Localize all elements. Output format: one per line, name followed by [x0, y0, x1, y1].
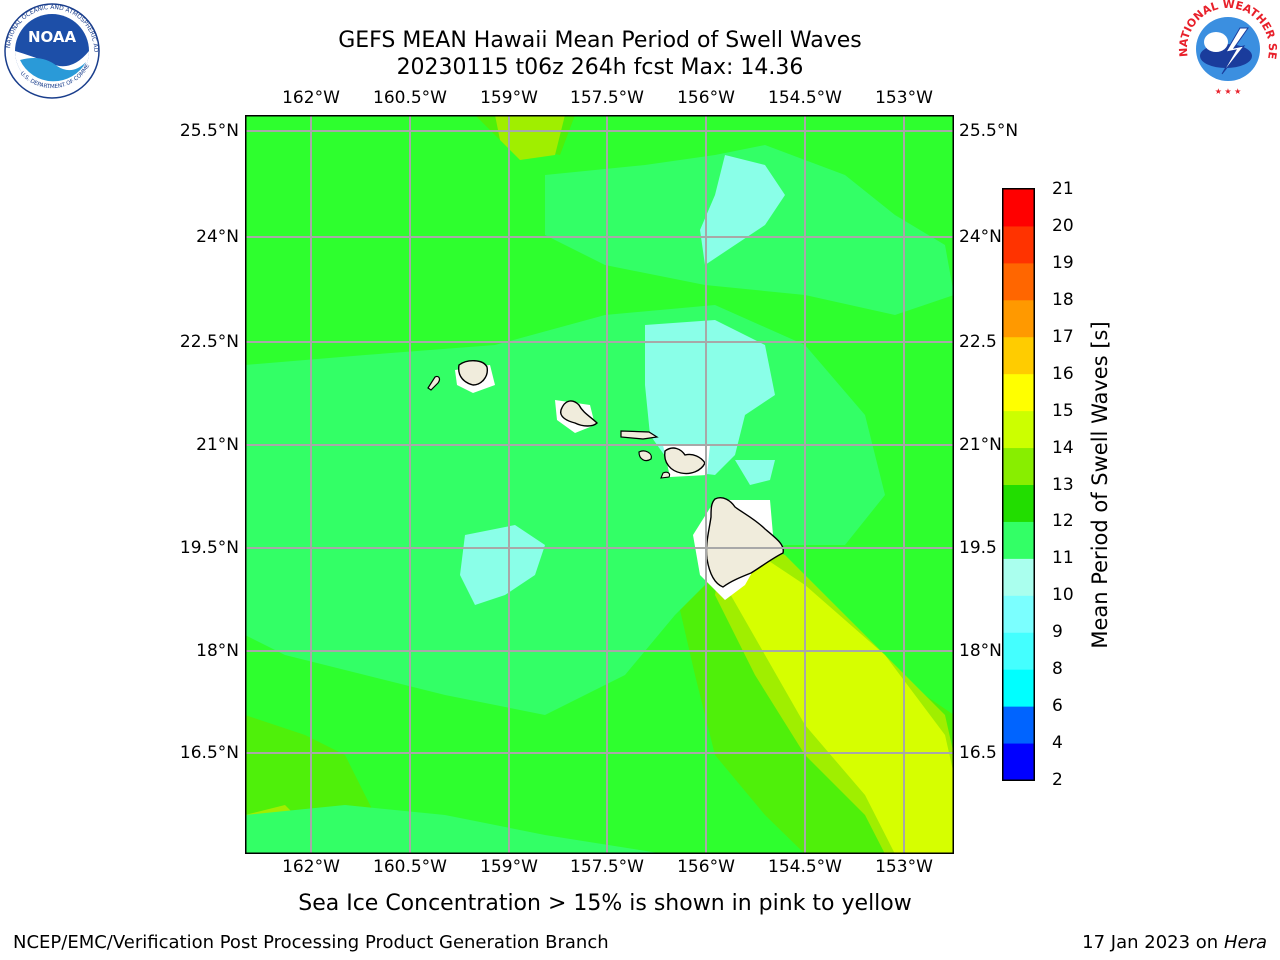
colorbar-segment: [1003, 225, 1034, 264]
lon-tick-label: 154.5°W: [768, 857, 842, 877]
colorbar-level-label: 16: [1052, 363, 1074, 384]
island-hawaii: [705, 497, 784, 588]
colorbar-segment: [1003, 521, 1034, 559]
period-13-14-region: [495, 115, 565, 160]
period-9-10-region: [645, 320, 775, 475]
colorbar-level-label: 17: [1052, 326, 1074, 347]
lon-tick-label: 154.5°W: [768, 88, 842, 108]
colorbar-segment: [1003, 484, 1034, 522]
lon-tick-label: 160.5°W: [373, 88, 447, 108]
island-lanai: [638, 450, 652, 462]
island-kahoolawe: [660, 471, 671, 479]
colorbar-segment: [1003, 373, 1034, 412]
colorbar-level-label: 14: [1052, 437, 1074, 458]
lon-tick-label: 153°W: [875, 857, 933, 877]
colorbar-segment: [1003, 743, 1034, 781]
lon-tick-label: 157.5°W: [570, 857, 644, 877]
generation-date: 17 Jan 2023 on Hera: [1082, 932, 1267, 953]
lat-tick-label: 16.5°N: [179, 743, 239, 763]
colorbar-level-label: 12: [1052, 511, 1074, 532]
lat-tick-label: 19.5: [959, 538, 997, 558]
lon-tick-label: 162°W: [282, 88, 340, 108]
lat-tick-label: 16.5: [959, 743, 997, 763]
colorbar-segment: [1003, 299, 1034, 338]
generation-host: Hera: [1223, 932, 1267, 953]
colorbar-level-label: 9: [1052, 622, 1063, 643]
noaa-logo: NOAA NATIONAL OCEANIC AND ATMOSPHERIC AD…: [2, 2, 100, 99]
colorbar-segment: [1003, 595, 1034, 633]
lat-tick-label: 24°N: [959, 227, 1002, 247]
map-title-line2: 20230115 t06z 264h fcst Max: 14.36: [396, 55, 804, 80]
map-frame: [245, 115, 954, 854]
colorbar-level-label: 8: [1052, 659, 1063, 680]
island-niihau: [427, 375, 441, 391]
period-14-15-region: [725, 545, 954, 854]
colorbar-level-label: 13: [1052, 474, 1074, 495]
colorbar-level-label: 10: [1052, 585, 1074, 606]
colorbar-title: Mean Period of Swell Waves [s]: [1088, 321, 1112, 649]
lat-tick-label: 24°N: [196, 227, 239, 247]
lat-tick-label: 25.5°N: [179, 121, 239, 141]
colorbar-level-label: 6: [1052, 696, 1063, 717]
colorbar: [1002, 188, 1035, 781]
producer-credit: NCEP/EMC/Verification Post Processing Pr…: [13, 932, 609, 953]
lon-tick-label: 153°W: [875, 88, 933, 108]
svg-text:★ ★ ★: ★ ★ ★: [1215, 87, 1242, 96]
colorbar-segment: [1003, 447, 1034, 485]
colorbar-level-label: 4: [1052, 733, 1063, 754]
colorbar-level-label: 2: [1052, 770, 1063, 790]
lon-tick-label: 162°W: [282, 857, 340, 877]
lat-tick-label: 21°N: [196, 435, 239, 455]
colorbar-level-label: 21: [1052, 179, 1074, 199]
colorbar-segment: [1003, 706, 1034, 744]
noaa-text: NOAA: [28, 28, 77, 46]
nws-logo: NATIONAL WEATHER SERVICE ★ ★ ★: [1178, 0, 1278, 96]
colorbar-level-label: 18: [1052, 289, 1074, 310]
lon-tick-label: 157.5°W: [570, 88, 644, 108]
lat-tick-label: 22.5: [959, 332, 997, 352]
lat-tick-label: 22.5°N: [179, 332, 239, 352]
colorbar-segment: [1003, 189, 1034, 227]
island-kauai: [458, 360, 488, 386]
colorbar-segment: [1003, 410, 1034, 449]
generation-date-text: 17 Jan 2023 on: [1082, 932, 1224, 953]
lon-tick-label: 159°W: [480, 88, 538, 108]
island-molokai: [620, 430, 659, 440]
lat-tick-label: 19.5°N: [179, 538, 239, 558]
map-title-line1: GEFS MEAN Hawaii Mean Period of Swell Wa…: [338, 28, 862, 53]
period-9-10-region: [460, 525, 545, 605]
swell-period-map: [245, 115, 954, 854]
island-oahu: [560, 400, 598, 427]
colorbar-segment: [1003, 558, 1034, 596]
period-10-11-region: [245, 805, 665, 854]
colorbar-level-label: 11: [1052, 548, 1074, 569]
sea-ice-note: Sea Ice Concentration > 15% is shown in …: [298, 891, 912, 916]
lat-tick-label: 21°N: [959, 435, 1002, 455]
colorbar-segment: [1003, 262, 1034, 301]
period-9-10-region: [735, 460, 775, 485]
colorbar-segment: [1003, 632, 1034, 670]
lat-tick-label: 25.5°N: [959, 121, 1019, 141]
colorbar-level-label: 19: [1052, 252, 1074, 273]
lat-tick-label: 18°N: [196, 641, 239, 661]
lon-tick-label: 156°W: [677, 857, 735, 877]
period-12-13-region: [245, 115, 575, 155]
colorbar-segment: [1003, 336, 1034, 375]
lon-tick-label: 160.5°W: [373, 857, 447, 877]
map-grid: [245, 115, 954, 854]
lon-tick-label: 156°W: [677, 88, 735, 108]
lon-tick-label: 159°W: [480, 857, 538, 877]
colorbar-segment: [1003, 669, 1034, 707]
colorbar-level-label: 15: [1052, 400, 1074, 421]
colorbar-level-label: 20: [1052, 215, 1074, 236]
lat-tick-label: 18°N: [959, 641, 1002, 661]
